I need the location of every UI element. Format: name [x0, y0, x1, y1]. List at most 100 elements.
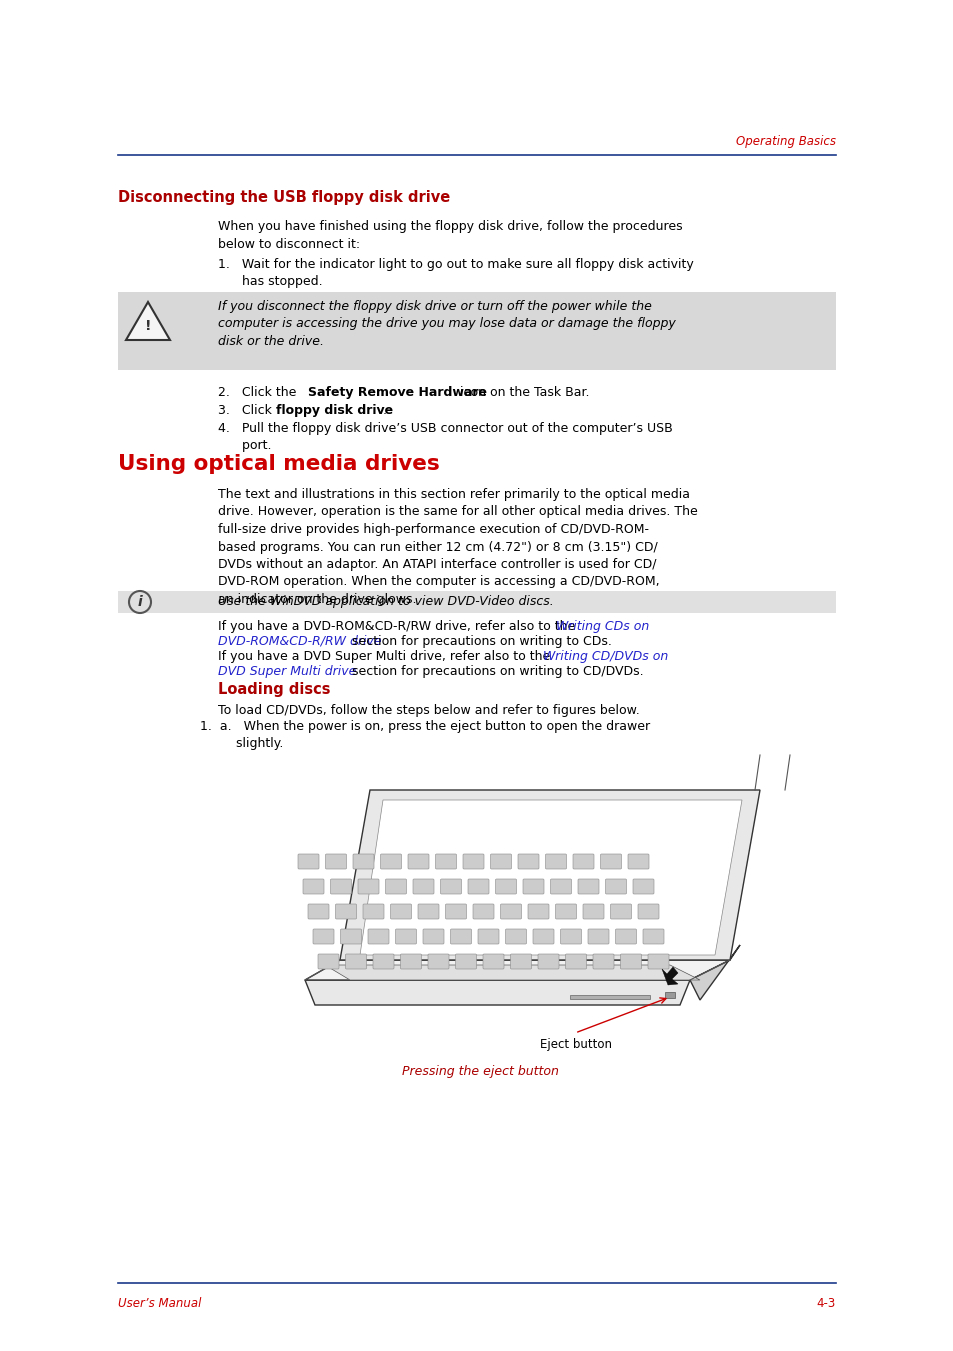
Text: i: i [137, 594, 142, 609]
FancyBboxPatch shape [638, 904, 659, 919]
Text: Using optical media drives: Using optical media drives [118, 454, 439, 474]
FancyBboxPatch shape [533, 929, 554, 944]
FancyBboxPatch shape [390, 904, 411, 919]
Text: Safety Remove Hardware: Safety Remove Hardware [308, 386, 486, 399]
FancyBboxPatch shape [368, 929, 389, 944]
FancyBboxPatch shape [385, 880, 406, 894]
FancyBboxPatch shape [450, 929, 471, 944]
Polygon shape [325, 965, 700, 979]
Text: 3.   Click: 3. Click [218, 404, 275, 417]
FancyBboxPatch shape [610, 904, 631, 919]
FancyBboxPatch shape [363, 904, 384, 919]
FancyBboxPatch shape [118, 292, 835, 370]
Polygon shape [689, 944, 740, 1000]
Text: Use the WinDVD application to view DVD-Video discs.: Use the WinDVD application to view DVD-V… [218, 594, 553, 608]
Polygon shape [359, 800, 741, 955]
Text: Operating Basics: Operating Basics [735, 135, 835, 149]
FancyBboxPatch shape [573, 854, 594, 869]
Text: Writing CD/DVDs on: Writing CD/DVDs on [542, 650, 667, 663]
Text: If you have a DVD Super Multi drive, refer also to the: If you have a DVD Super Multi drive, ref… [218, 650, 554, 663]
FancyBboxPatch shape [517, 854, 538, 869]
Text: Disconnecting the USB floppy disk drive: Disconnecting the USB floppy disk drive [118, 190, 450, 205]
FancyBboxPatch shape [455, 954, 476, 969]
Text: To load CD/DVDs, follow the steps below and refer to figures below.: To load CD/DVDs, follow the steps below … [218, 704, 639, 717]
FancyBboxPatch shape [440, 880, 461, 894]
Polygon shape [305, 961, 729, 979]
FancyBboxPatch shape [395, 929, 416, 944]
FancyBboxPatch shape [445, 904, 466, 919]
FancyBboxPatch shape [313, 929, 334, 944]
FancyBboxPatch shape [569, 994, 649, 998]
FancyBboxPatch shape [578, 880, 598, 894]
Text: DVD-ROM&CD-R/RW drive: DVD-ROM&CD-R/RW drive [218, 635, 381, 648]
Text: Writing CDs on: Writing CDs on [556, 620, 649, 634]
FancyBboxPatch shape [462, 854, 483, 869]
FancyBboxPatch shape [357, 880, 378, 894]
FancyBboxPatch shape [468, 880, 489, 894]
FancyBboxPatch shape [505, 929, 526, 944]
Text: .: . [382, 404, 387, 417]
FancyBboxPatch shape [335, 904, 356, 919]
FancyBboxPatch shape [428, 954, 449, 969]
Text: Eject button: Eject button [539, 1038, 612, 1051]
FancyBboxPatch shape [417, 904, 438, 919]
Text: icon on the Task Bar.: icon on the Task Bar. [456, 386, 589, 399]
FancyBboxPatch shape [413, 880, 434, 894]
Polygon shape [126, 303, 170, 340]
FancyBboxPatch shape [605, 880, 626, 894]
FancyBboxPatch shape [303, 880, 324, 894]
Text: If you disconnect the floppy disk drive or turn off the power while the
computer: If you disconnect the floppy disk drive … [218, 300, 675, 349]
Text: The text and illustrations in this section refer primarily to the optical media
: The text and illustrations in this secti… [218, 488, 697, 607]
Text: 4-3: 4-3 [816, 1297, 835, 1310]
Text: 2.   Click the: 2. Click the [218, 386, 300, 399]
Polygon shape [305, 979, 689, 1005]
FancyBboxPatch shape [297, 854, 318, 869]
Text: User’s Manual: User’s Manual [118, 1297, 201, 1310]
FancyBboxPatch shape [627, 854, 648, 869]
FancyBboxPatch shape [560, 929, 581, 944]
FancyBboxPatch shape [473, 904, 494, 919]
FancyBboxPatch shape [642, 929, 663, 944]
FancyBboxPatch shape [545, 854, 566, 869]
FancyBboxPatch shape [599, 854, 620, 869]
FancyBboxPatch shape [587, 929, 608, 944]
FancyBboxPatch shape [565, 954, 586, 969]
FancyBboxPatch shape [400, 954, 421, 969]
FancyBboxPatch shape [477, 929, 498, 944]
FancyBboxPatch shape [482, 954, 503, 969]
FancyBboxPatch shape [615, 929, 636, 944]
FancyBboxPatch shape [345, 954, 366, 969]
Text: If you have a DVD-ROM&CD-R/RW drive, refer also to the: If you have a DVD-ROM&CD-R/RW drive, ref… [218, 620, 578, 634]
Text: floppy disk drive: floppy disk drive [275, 404, 393, 417]
Text: !: ! [145, 319, 152, 332]
Text: section for precautions on writing to CDs.: section for precautions on writing to CD… [348, 635, 611, 648]
FancyBboxPatch shape [593, 954, 614, 969]
Text: 1.  a.   When the power is on, press the eject button to open the drawer
       : 1. a. When the power is on, press the ej… [200, 720, 649, 751]
FancyBboxPatch shape [555, 904, 576, 919]
FancyBboxPatch shape [500, 904, 521, 919]
FancyBboxPatch shape [633, 880, 654, 894]
Polygon shape [339, 790, 760, 961]
FancyBboxPatch shape [353, 854, 374, 869]
FancyBboxPatch shape [550, 880, 571, 894]
FancyBboxPatch shape [619, 954, 640, 969]
FancyBboxPatch shape [325, 854, 346, 869]
FancyBboxPatch shape [373, 954, 394, 969]
Text: DVD Super Multi drive: DVD Super Multi drive [218, 665, 356, 678]
FancyBboxPatch shape [510, 954, 531, 969]
FancyBboxPatch shape [308, 904, 329, 919]
FancyBboxPatch shape [490, 854, 511, 869]
FancyBboxPatch shape [537, 954, 558, 969]
FancyBboxPatch shape [330, 880, 351, 894]
Text: Loading discs: Loading discs [218, 682, 330, 697]
Text: section for precautions on writing to CD/DVDs.: section for precautions on writing to CD… [348, 665, 643, 678]
FancyBboxPatch shape [495, 880, 516, 894]
Polygon shape [661, 967, 678, 985]
FancyBboxPatch shape [380, 854, 401, 869]
FancyBboxPatch shape [435, 854, 456, 869]
FancyBboxPatch shape [582, 904, 603, 919]
FancyBboxPatch shape [664, 992, 675, 998]
Text: Pressing the eject button: Pressing the eject button [401, 1065, 558, 1078]
FancyBboxPatch shape [647, 954, 668, 969]
FancyBboxPatch shape [408, 854, 429, 869]
